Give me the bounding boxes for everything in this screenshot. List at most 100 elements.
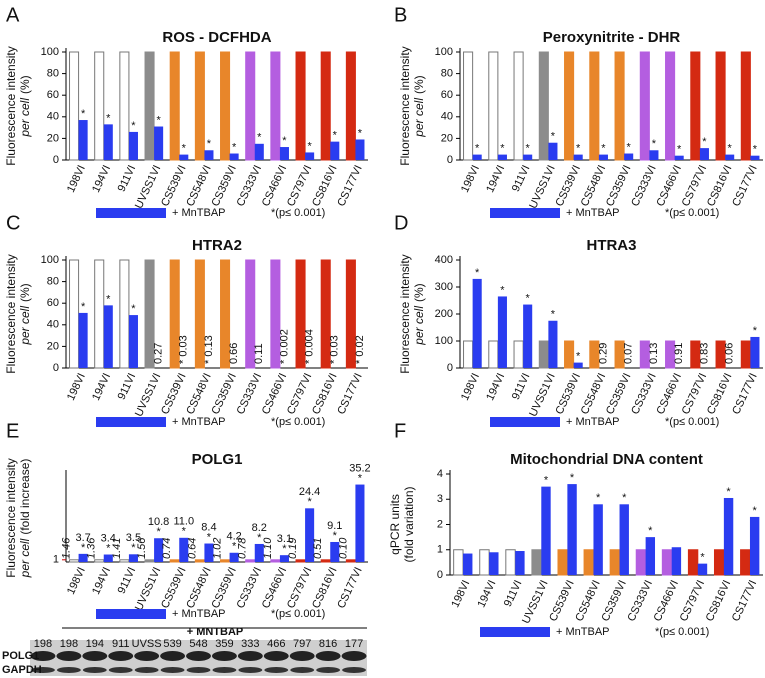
control-bar [538,51,549,161]
significance-star: * [551,131,556,143]
control-bar [94,51,105,161]
significance-star: * [652,138,657,150]
ratio-label: 0.51 [312,538,324,559]
significance-star: * [551,309,556,321]
x-tick-label: 911VI [510,163,533,193]
lane-label: 198 [60,638,78,650]
mntbap-bar [305,152,315,160]
mntbap-bar [305,508,315,562]
legend-note: *(p≤ 0.001) [271,608,325,620]
significance-star: * [358,472,363,484]
band [82,667,107,673]
value-label: 3.4 [101,532,116,544]
legend-label: + MnTBAP [566,207,620,219]
significance-star: * [282,543,287,555]
p-value-label: 0.11 [253,343,265,364]
y-axis-label-part: Fluorescence intensity [398,46,412,165]
significance-star: * [596,492,601,504]
p-value-label: 0.29 [597,343,609,364]
significance-star: * [156,526,161,538]
x-tick-label: 911VI [502,578,525,608]
control-bar [220,51,231,161]
mntbap-bar [254,543,264,562]
significance-star: * [627,141,632,153]
control-bar [505,549,516,576]
control-bar [531,549,542,576]
p-value-label: 0.07 [623,343,635,364]
y-axis-label: per cell (%) [18,283,32,345]
legend-swatch [490,208,560,218]
control-bar [463,51,474,161]
y-axis-label: Fluorescence intensity [4,46,18,165]
control-bar [220,259,231,369]
mntbap-bar [179,537,189,562]
y-tick-label: 100 [41,46,59,58]
legend-swatch [96,609,166,619]
control-bar [715,340,726,369]
y-tick-label: 400 [435,254,453,266]
significance-star: * [81,301,86,313]
control-bar [94,559,105,563]
significance-star: * [570,472,575,484]
y-axis-label-part: Fluorescence intensity [4,46,18,165]
control-bar [740,340,751,369]
band [30,651,56,661]
mntbap-bar [725,154,735,160]
y-tick-label: 300 [435,281,453,293]
ratio-label: 1.02 [211,538,223,559]
mntbap-bar [649,150,659,160]
legend-swatch [96,208,166,218]
control-bar [270,559,281,563]
y-axis-label: qPCR units [388,494,402,555]
lane-label: 194 [86,638,104,650]
legend-swatch [480,627,550,637]
x-tick-label: 194VI [484,163,507,194]
row-label: POLG1 [2,650,39,662]
y-tick-label: 3 [437,493,443,505]
control-bar [69,259,80,369]
mntbap-bar [204,543,214,562]
ratio-label: 1.46 [60,537,72,559]
mntbap-bar [548,320,558,368]
significance-star: * [182,143,187,155]
control-bar [665,340,676,369]
x-tick-label: CS359VI [599,578,628,623]
y-axis-label: per cell (%) [412,75,426,137]
y-tick-label: 4 [437,468,443,480]
band [263,651,289,661]
control-bar [635,549,647,576]
control-bar [538,340,549,369]
mntbap-bar [573,362,583,368]
significance-star: * [544,475,549,487]
significance-star: * [500,143,505,155]
control-bar [740,51,751,161]
significance-star: * [257,532,262,544]
x-tick-label: 198VI [459,371,482,402]
significance-star: * [307,496,312,508]
significance-star: * [500,284,505,296]
x-tick-label: 198VI [65,565,88,596]
band [211,651,237,661]
significance-star: * [207,531,212,543]
ratio-label: 0.64 [186,538,198,559]
control-bar [295,559,306,563]
mntbap-bar [463,553,473,575]
mntbap-bar [229,153,239,160]
control-bar [661,549,673,576]
control-bar [687,549,699,576]
y-axis-label-part: (fold variation) [402,486,416,562]
control-bar [488,51,499,161]
control-bar [453,549,464,576]
x-tick-label: CS797VI [678,578,707,623]
band [108,667,133,673]
significance-star: * [358,127,363,139]
p-value-label: * 0.004 [304,329,316,364]
panel-letter: B [394,4,407,26]
significance-star: * [232,541,237,553]
p-value-label: 0.83 [698,343,710,364]
p-value-label: * 0.03 [178,335,190,364]
y-tick-label: 200 [435,308,453,320]
control-bar [270,51,281,161]
significance-star: * [207,138,212,150]
significance-star: * [475,143,480,155]
